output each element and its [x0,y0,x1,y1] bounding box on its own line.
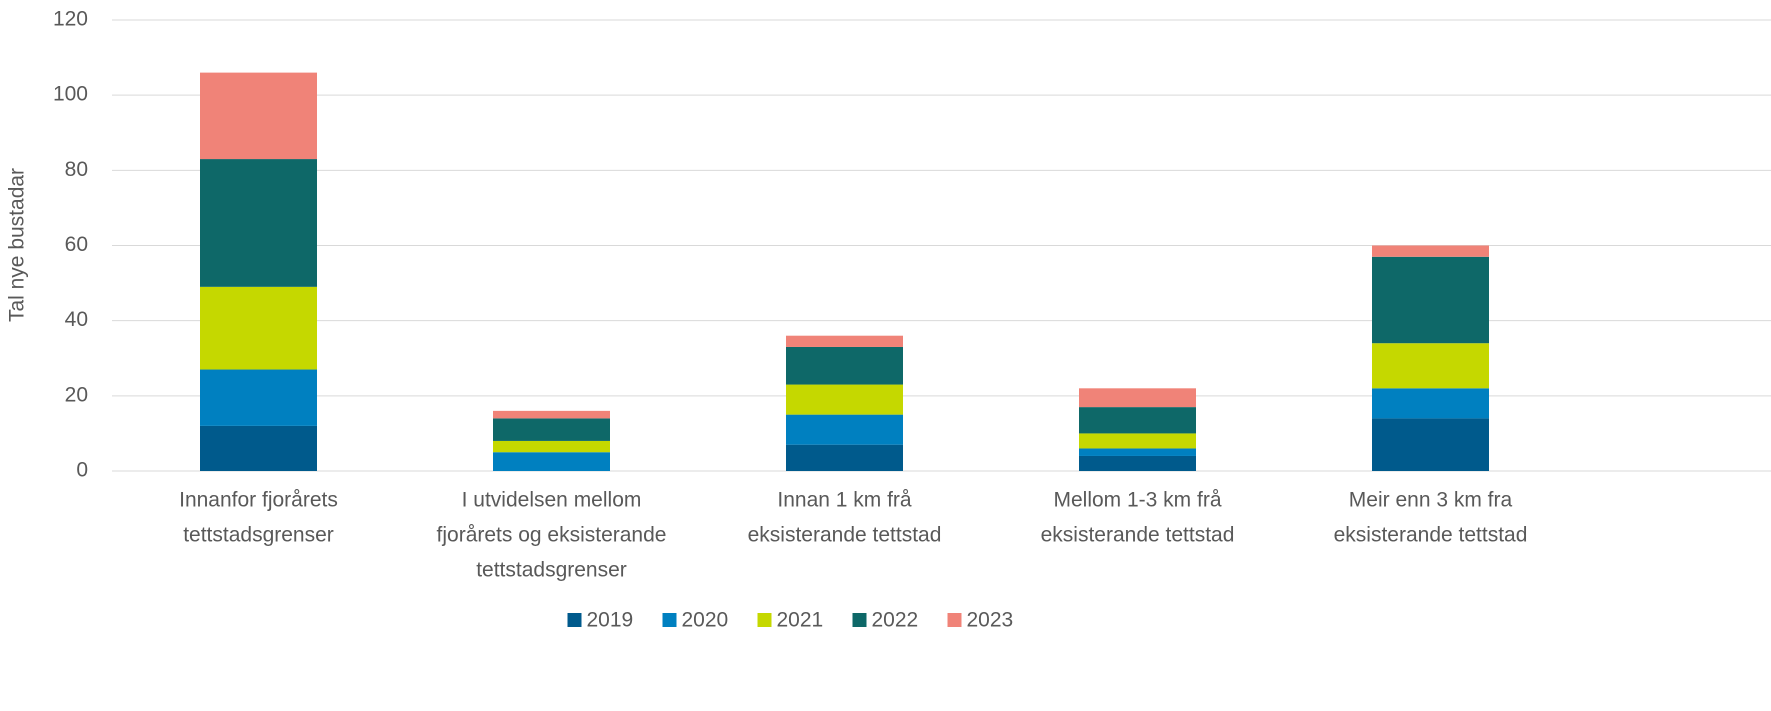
legend-label: 2020 [682,609,729,632]
x-tick-label: I utvidelsen mellom [462,489,642,512]
bar-segment [493,418,610,441]
y-tick-label: 40 [65,308,88,331]
bar-segment [786,335,903,347]
bar-segment [1372,388,1489,419]
bar-segment [1372,256,1489,344]
x-tick-label: Innan 1 km frå [777,489,912,512]
bar-segment [1372,418,1489,471]
bar-segment [493,440,610,453]
bar-segment [786,414,903,445]
y-tick-label: 120 [53,8,88,31]
bar-segment [786,346,903,385]
bar-segment [200,369,317,426]
legend-label: 2021 [777,609,824,632]
bar-segment [200,72,317,160]
bar-segment [1079,388,1196,408]
legend-swatch [852,613,867,627]
bar-segment [493,410,610,419]
bar-segment [1079,448,1196,456]
legend-swatch [947,613,962,627]
y-tick-label: 100 [53,83,88,106]
legend-swatch [662,613,677,627]
x-tick-label: eksisterande tettstad [748,524,942,547]
bar-segment [200,425,317,471]
x-tick-label: tettstadsgrenser [476,559,627,582]
x-tick-label: fjorårets og eksisterande [437,524,667,547]
bar-segment [200,159,317,287]
y-tick-label: 80 [65,158,88,181]
bar-segment [1372,343,1489,389]
bar-segment [200,286,317,370]
x-tick-label: Mellom 1-3 km frå [1053,489,1221,512]
bar-segment [1079,455,1196,471]
bar-segment [1079,407,1196,434]
y-tick-label: 0 [76,459,88,482]
y-tick-label: 60 [65,233,88,256]
x-tick-label: tettstadsgrenser [183,524,334,547]
x-tick-label: eksisterande tettstad [1334,524,1528,547]
legend-label: 2019 [587,609,634,632]
x-tick-label: Innanfor fjorårets [179,489,338,512]
y-axis-label: Tal nye bustadar [6,168,29,322]
x-tick-label: eksisterande tettstad [1041,524,1235,547]
legend-label: 2022 [872,609,919,632]
x-tick-label: Meir enn 3 km fra [1349,489,1513,512]
legend-swatch [757,613,772,627]
legend-label: 2023 [967,609,1014,632]
y-tick-label: 20 [65,383,88,406]
legend-swatch [567,613,582,627]
bar-segment [1079,433,1196,449]
bar-segment [493,452,610,471]
bar-segment [1372,245,1489,257]
bar-segment [786,444,903,471]
bar-segment [786,384,903,415]
